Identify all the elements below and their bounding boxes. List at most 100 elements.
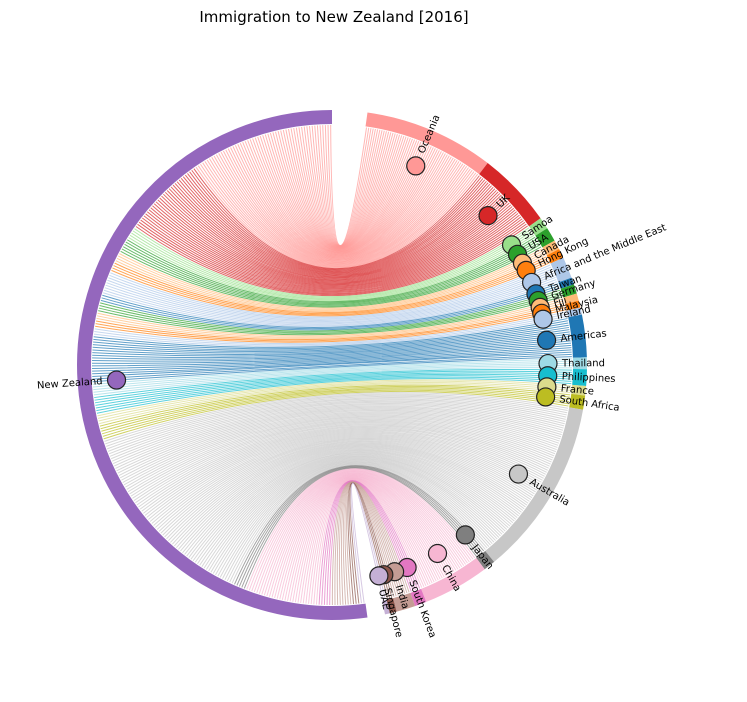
chord-usa bbox=[124, 240, 538, 305]
chord-australia bbox=[121, 411, 560, 481]
arc-canada bbox=[542, 240, 560, 256]
chord-australia bbox=[199, 454, 509, 566]
chord-oceania bbox=[197, 165, 477, 268]
chord-americas bbox=[92, 333, 571, 359]
chord-oceania bbox=[204, 161, 471, 266]
marker-australia bbox=[508, 464, 529, 484]
chord-philippines bbox=[94, 372, 572, 404]
chord-philippines bbox=[95, 375, 572, 409]
chord-usa bbox=[121, 244, 541, 307]
chord-oceania bbox=[303, 126, 390, 248]
chord-americas bbox=[92, 335, 571, 360]
chord-australia bbox=[146, 429, 544, 518]
chord-oceania bbox=[234, 145, 446, 258]
chord-uk bbox=[140, 219, 524, 294]
chord-oceania bbox=[213, 155, 464, 263]
chord-ireland bbox=[93, 315, 568, 347]
chord-oceania bbox=[311, 125, 383, 247]
chord-americas bbox=[92, 340, 571, 364]
chord-oceania bbox=[230, 147, 450, 259]
chord-uk bbox=[137, 223, 527, 296]
chord-australia bbox=[201, 455, 508, 567]
chord-france bbox=[99, 383, 571, 425]
chord-australia bbox=[180, 446, 522, 552]
chord-australia bbox=[123, 413, 558, 486]
chord-australia bbox=[118, 408, 561, 476]
chord-china bbox=[261, 471, 465, 595]
marker-oceania bbox=[406, 156, 426, 176]
chord-americas bbox=[92, 353, 572, 380]
chord-australia bbox=[148, 430, 543, 520]
chord-australia bbox=[132, 419, 553, 499]
chord-australia bbox=[107, 397, 567, 452]
chord-australia bbox=[108, 398, 566, 455]
chord-uk bbox=[163, 193, 505, 282]
chord-taiwan bbox=[100, 287, 560, 331]
chord-australia bbox=[125, 414, 557, 488]
arc-india bbox=[393, 592, 416, 612]
chord-africa-and-the-middle-east bbox=[105, 274, 555, 324]
chord-oceania bbox=[309, 126, 385, 248]
chord-samoa bbox=[131, 231, 532, 300]
chord-oceania bbox=[237, 144, 444, 258]
chord-oceania bbox=[285, 129, 405, 250]
chord-australia bbox=[117, 407, 562, 474]
chord-australia bbox=[127, 416, 556, 493]
chord-philippines bbox=[94, 370, 572, 401]
chord-americas bbox=[92, 347, 572, 372]
chord-australia bbox=[208, 457, 503, 572]
chord-uk bbox=[174, 183, 496, 276]
chord-australia bbox=[115, 405, 563, 469]
chord-thailand bbox=[93, 362, 572, 391]
chord-uk bbox=[155, 201, 512, 285]
arc-ireland bbox=[566, 307, 582, 318]
chord-oceania bbox=[306, 126, 387, 248]
chord-oceania bbox=[290, 128, 401, 249]
chord-australia bbox=[170, 442, 529, 543]
chord-canada bbox=[117, 250, 544, 310]
chord-australia bbox=[158, 436, 536, 532]
label-new-zealand: New Zealand bbox=[37, 376, 103, 392]
chord-australia bbox=[184, 448, 519, 555]
chord-canada bbox=[119, 248, 543, 309]
chord-uk bbox=[143, 215, 522, 292]
chord-uk bbox=[189, 171, 484, 271]
chord-fiji bbox=[97, 298, 563, 337]
chord-uk bbox=[170, 186, 499, 278]
chord-australia bbox=[186, 449, 518, 557]
chord-oceania bbox=[209, 158, 468, 265]
chord-uk bbox=[159, 197, 509, 283]
arc-philippines bbox=[572, 369, 587, 387]
chord-ireland bbox=[94, 311, 567, 344]
chord-hong-kong bbox=[113, 258, 548, 315]
chord-germany bbox=[99, 291, 561, 333]
chord-usa bbox=[120, 246, 542, 308]
chord-americas bbox=[92, 344, 572, 369]
chord-australia bbox=[205, 456, 505, 570]
chord-africa-and-the-middle-east bbox=[102, 281, 558, 327]
chord-americas bbox=[92, 338, 571, 362]
chord-oceania bbox=[293, 127, 398, 249]
chord-china bbox=[258, 471, 466, 594]
chord-africa-and-the-middle-east bbox=[110, 264, 551, 318]
arc-uk bbox=[479, 163, 541, 227]
chord-australia bbox=[168, 441, 530, 541]
chord-americas bbox=[92, 351, 572, 377]
chord-australia bbox=[104, 392, 569, 442]
chord-australia bbox=[178, 445, 524, 550]
chord-china bbox=[246, 468, 476, 590]
arc-south-africa bbox=[569, 393, 586, 410]
chord-africa-and-the-middle-east bbox=[108, 268, 553, 320]
chord-americas bbox=[92, 349, 572, 375]
marker-south-africa bbox=[536, 387, 556, 407]
marker-uk bbox=[478, 206, 498, 226]
chord-australia bbox=[212, 459, 500, 574]
chord-australia bbox=[160, 437, 535, 534]
chord-france bbox=[98, 381, 571, 422]
arc-japan bbox=[476, 551, 495, 570]
chord-uk bbox=[150, 207, 516, 288]
chord-uk bbox=[182, 176, 489, 273]
marker-china bbox=[427, 543, 448, 564]
chord-americas bbox=[92, 324, 569, 353]
chord-samoa bbox=[129, 233, 533, 301]
